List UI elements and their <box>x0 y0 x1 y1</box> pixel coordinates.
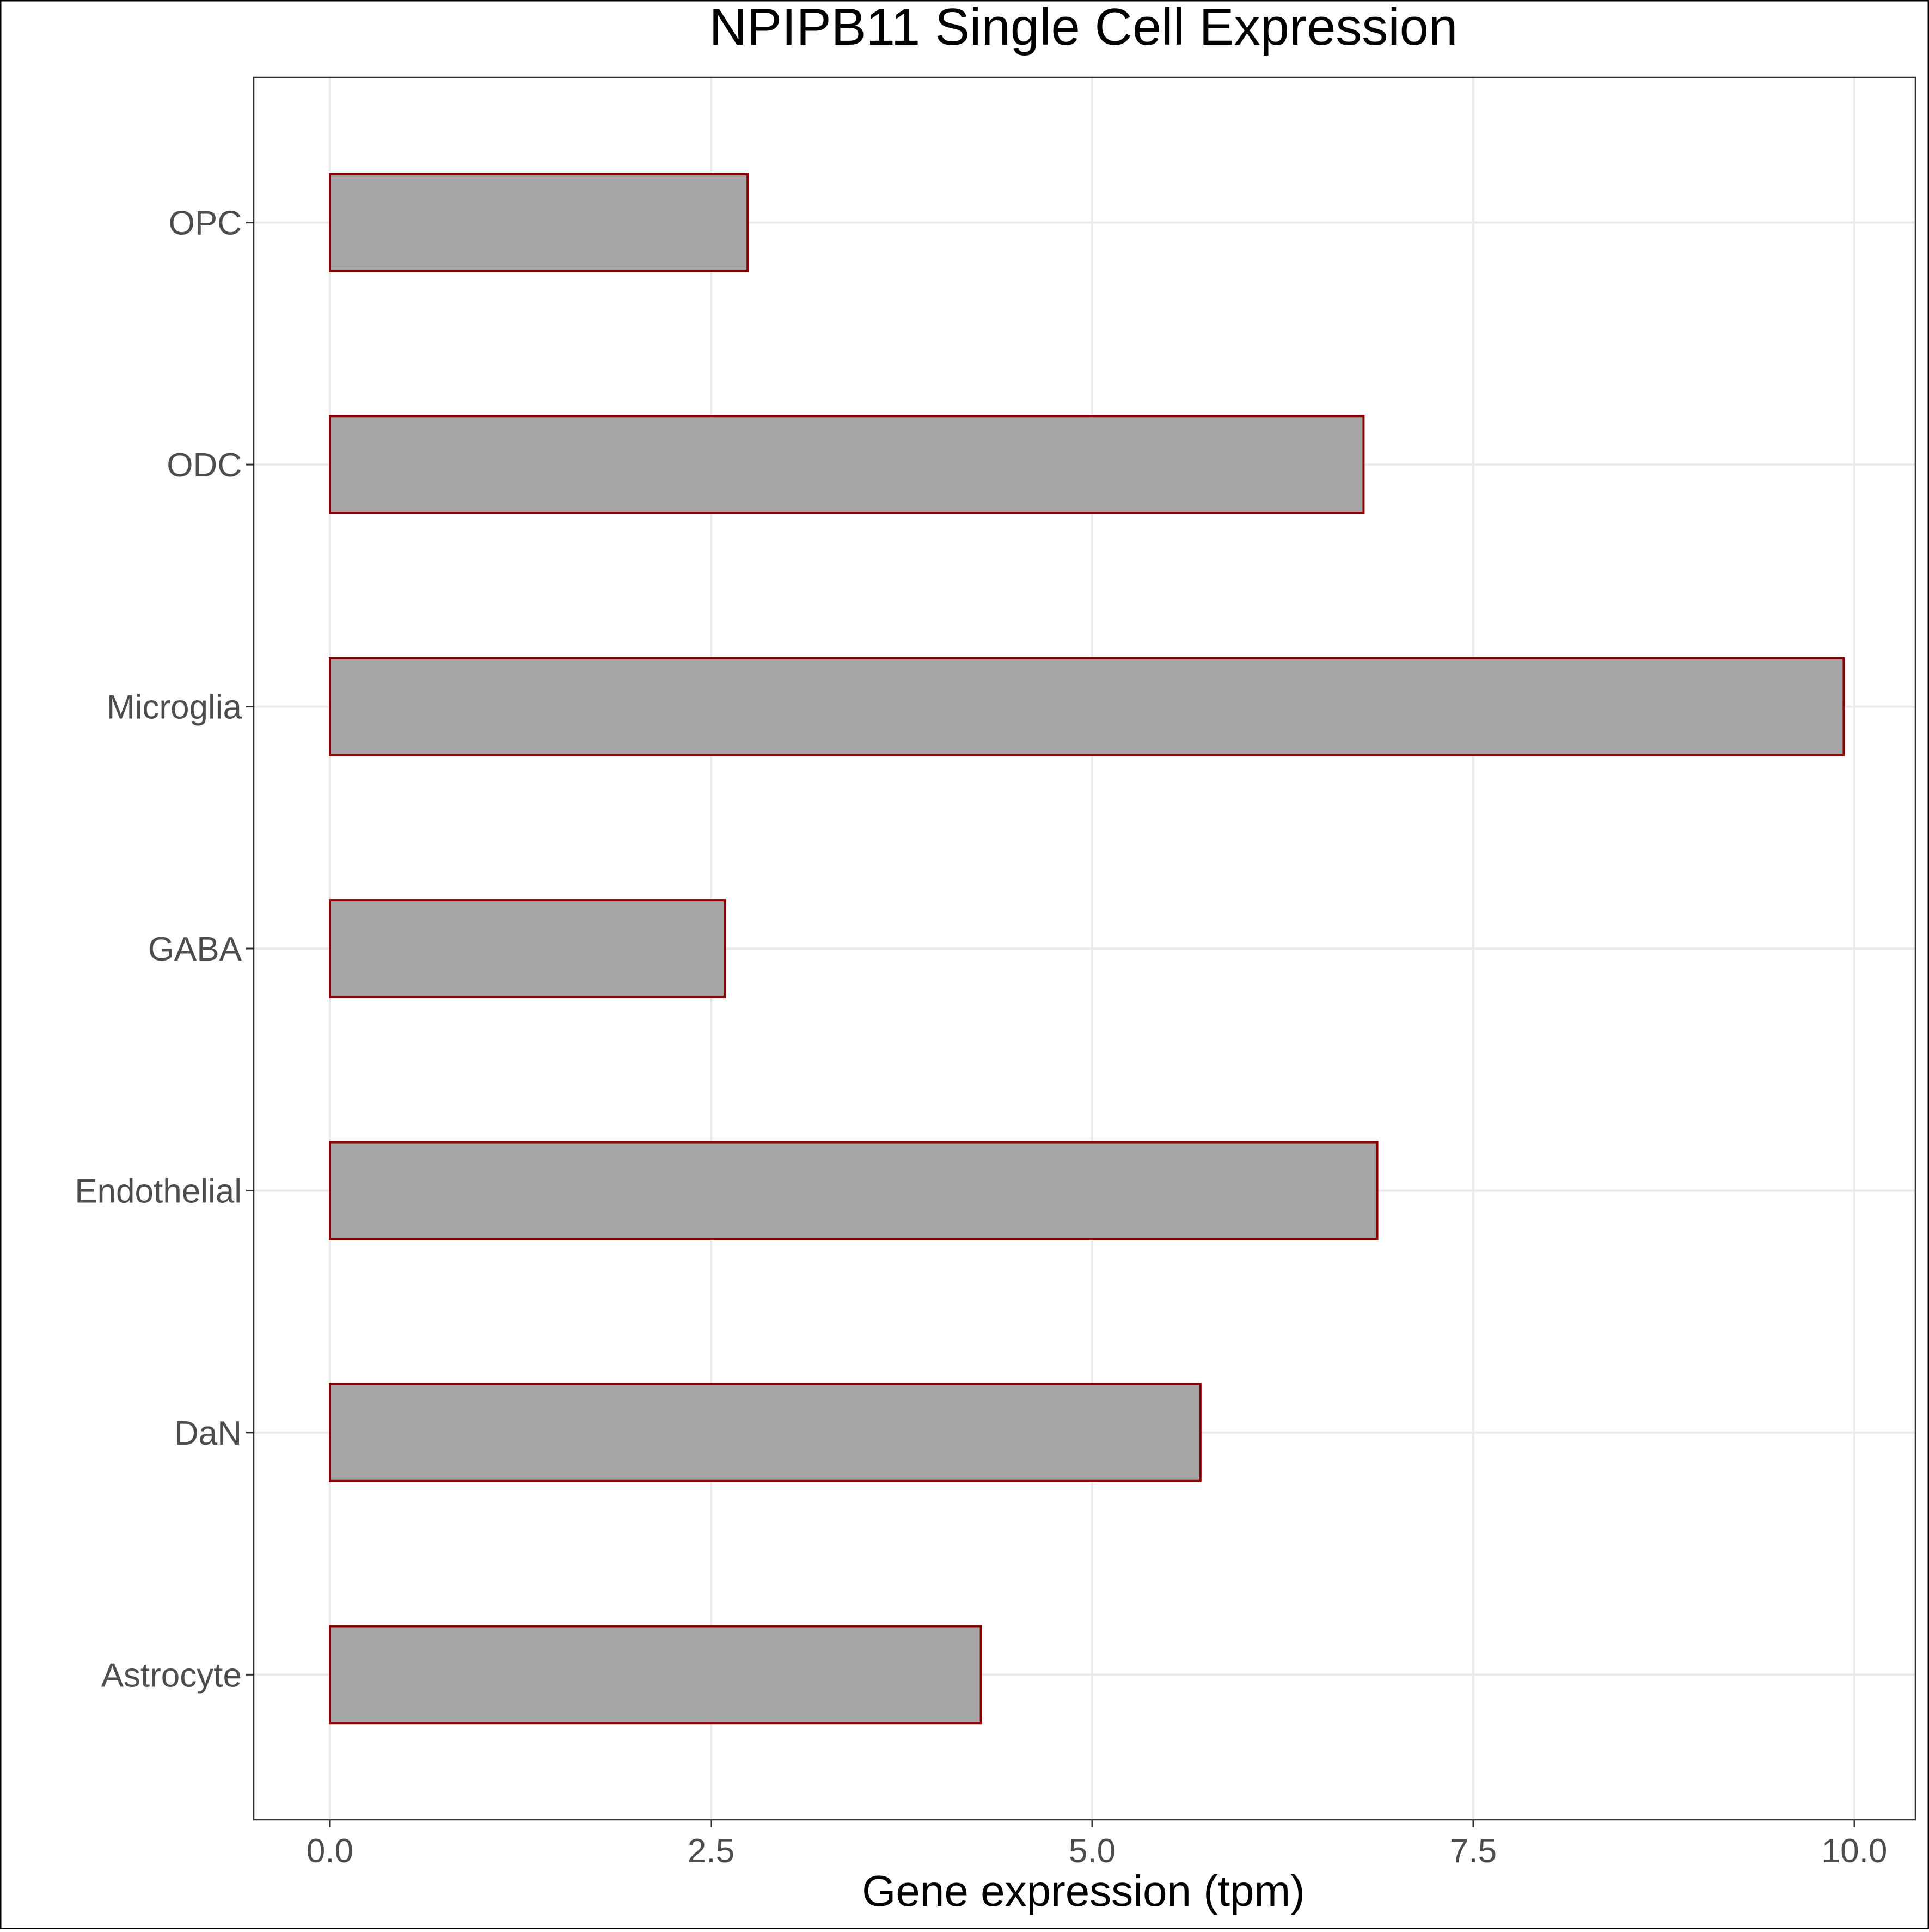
bar-dan <box>329 1383 1202 1482</box>
bar-microglia <box>329 657 1845 756</box>
x-tick-label: 10.0 <box>1822 1832 1888 1870</box>
bar-odc <box>329 415 1365 514</box>
y-tick-label: Endothelial <box>75 1172 242 1210</box>
bars <box>329 173 1845 1725</box>
bar-opc <box>329 173 749 272</box>
bar-endothelial <box>329 1141 1379 1240</box>
y-tick-label: OPC <box>169 205 242 242</box>
bar-gaba <box>329 899 726 998</box>
bar-astrocyte <box>329 1625 982 1725</box>
y-axis-tick-labels: OPC ODC Microglia GABA Endothelial DaN Astrocy… <box>75 205 254 1694</box>
y-tick-label: DaN <box>174 1415 242 1452</box>
x-tick-label: 5.0 <box>1069 1832 1116 1870</box>
chart-title: NPIPB11 Single Cell Expression <box>709 0 1458 56</box>
y-tick-label: ODC <box>167 447 242 484</box>
x-axis-title: Gene expression (tpm) <box>862 1867 1305 1915</box>
y-tick-label: GABA <box>148 931 242 968</box>
x-axis-tick-labels: 0.0 2.5 5.0 7.5 10.0 <box>307 1820 1887 1870</box>
y-tick-label: Microglia <box>107 689 242 726</box>
x-tick-label: 7.5 <box>1450 1832 1497 1870</box>
y-tick-label: Astrocyte <box>101 1656 242 1694</box>
x-tick-label: 0.0 <box>307 1832 353 1870</box>
x-tick-label: 2.5 <box>688 1832 734 1870</box>
